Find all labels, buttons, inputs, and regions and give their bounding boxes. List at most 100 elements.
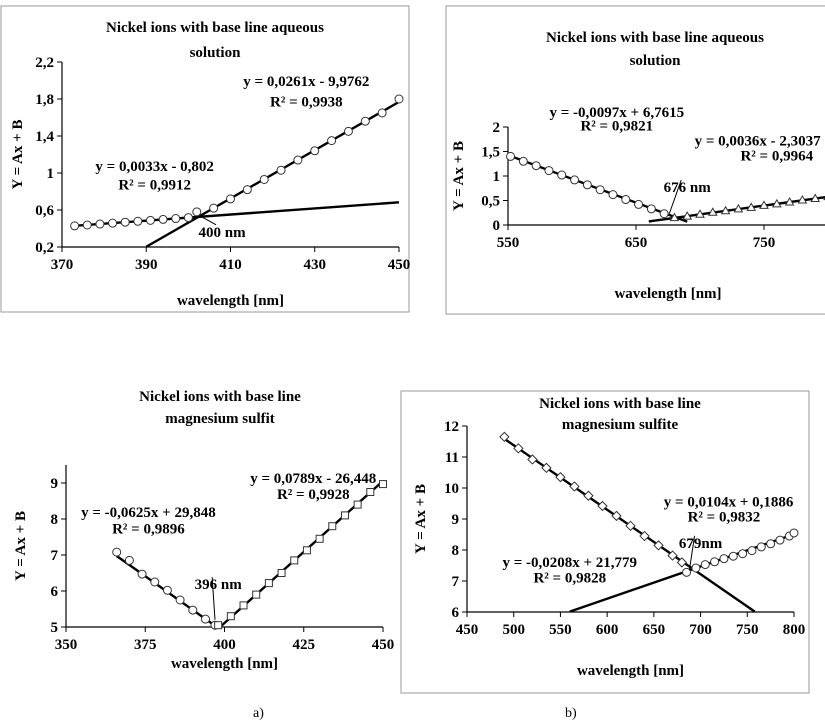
annotation-label: y = 0,0033x - 0,802 xyxy=(95,159,214,175)
x-tick-label: 370 xyxy=(51,257,74,273)
annotation-arrow xyxy=(668,180,682,214)
data-point xyxy=(310,146,320,156)
data-point xyxy=(733,203,744,213)
data-point xyxy=(327,136,337,146)
data-point xyxy=(583,490,594,501)
y-tick-label: 10 xyxy=(444,481,459,497)
data-point xyxy=(277,569,286,577)
data-point xyxy=(719,554,729,564)
data-point xyxy=(775,535,785,545)
data-point xyxy=(158,214,168,224)
x-tick-label: 500 xyxy=(502,622,525,638)
data-point xyxy=(789,528,799,538)
data-point xyxy=(259,174,269,184)
x-tick-label: 450 xyxy=(388,257,411,273)
data-point xyxy=(124,555,134,565)
data-point xyxy=(720,205,731,215)
data-point xyxy=(290,556,299,565)
data-point xyxy=(506,151,516,161)
chart-title: Nickel ions with base line xyxy=(539,396,701,412)
data-point xyxy=(150,577,160,587)
data-point xyxy=(328,522,337,531)
y-tick-label: 0,2 xyxy=(35,240,54,256)
annotation-label: R² = 0,9928 xyxy=(277,487,350,503)
chart-magnesium-396nm: Nickel ions with base line magnesium sulf… xyxy=(5,378,394,683)
y-tick-label: 1 xyxy=(47,166,55,182)
x-axis-label: wavelength [nm] xyxy=(171,656,278,672)
data-point xyxy=(747,546,757,556)
y-tick-label: 5 xyxy=(51,620,59,636)
fit-line xyxy=(569,533,795,612)
y-tick-label: 1,5 xyxy=(481,145,500,161)
data-point xyxy=(531,161,541,171)
data-point xyxy=(797,195,808,204)
annotation-label: R² = 0,9938 xyxy=(270,94,343,110)
caption-b: b) xyxy=(565,706,577,721)
x-tick-label: 550 xyxy=(549,622,572,638)
data-point xyxy=(200,614,210,624)
x-tick-label: 410 xyxy=(219,257,242,273)
data-point xyxy=(738,549,748,559)
y-tick-label: 9 xyxy=(51,476,59,492)
chart-title: magnesium sulfite xyxy=(562,417,679,433)
chart-title: Nickel ions with base line aqueous xyxy=(106,20,324,36)
x-tick-label: 400 xyxy=(213,637,236,653)
y-axis-label: Y = Ax + B xyxy=(10,120,26,190)
x-tick-label: 700 xyxy=(689,622,712,638)
data-point xyxy=(293,155,303,165)
x-tick-label: 390 xyxy=(135,257,158,273)
data-point xyxy=(242,185,252,195)
annotation-label: y = 0,0036x - 2,3037 xyxy=(695,134,822,150)
data-point xyxy=(377,108,387,118)
chart-title: Nickel ions with base line aqueous xyxy=(546,30,764,46)
data-point xyxy=(746,202,757,211)
x-tick-label: 375 xyxy=(134,637,157,653)
data-point xyxy=(226,194,235,204)
y-tick-label: 2 xyxy=(493,120,501,136)
y-tick-label: 11 xyxy=(445,450,459,466)
annotation-arrow xyxy=(200,216,217,226)
data-point xyxy=(183,213,193,223)
data-point xyxy=(353,500,362,509)
x-tick-label: 750 xyxy=(753,235,776,251)
chart-aqueous-400nm: Nickel ions with base line aqueous soluti… xyxy=(0,5,410,315)
chart-aqueous-676nm: Nickel ions with base line aqueous soluti… xyxy=(445,5,825,320)
data-point xyxy=(597,500,608,512)
x-tick-label: 600 xyxy=(596,622,619,638)
data-point xyxy=(120,217,130,227)
x-tick-label: 650 xyxy=(625,235,648,251)
data-point xyxy=(541,462,552,474)
y-tick-label: 8 xyxy=(452,543,460,559)
data-point xyxy=(527,454,538,465)
data-point xyxy=(759,200,769,209)
x-tick-label: 800 xyxy=(783,622,806,638)
annotation-label: R² = 0,9912 xyxy=(118,178,191,194)
data-point xyxy=(171,214,181,224)
chart-frame xyxy=(445,5,825,315)
chart-magnesium-679nm-svg: Nickel ions with base line magnesium sulf… xyxy=(400,390,810,694)
data-point xyxy=(611,510,622,522)
data-point xyxy=(192,207,202,217)
x-tick-label: 350 xyxy=(55,637,78,653)
data-point xyxy=(95,219,105,229)
data-point xyxy=(209,203,219,213)
y-tick-label: 6 xyxy=(452,605,460,621)
x-tick-label: 450 xyxy=(372,637,395,653)
y-tick-label: 1,8 xyxy=(35,92,54,108)
data-point xyxy=(669,212,680,222)
x-tick-label: 450 xyxy=(456,622,479,638)
annotation-label: R² = 0,9964 xyxy=(740,148,813,164)
data-point xyxy=(137,569,147,579)
data-point xyxy=(82,220,92,230)
x-tick-label: 430 xyxy=(304,257,327,273)
data-point xyxy=(366,488,375,496)
annotation-label: y = 0,0104x + 0,1886 xyxy=(664,495,794,511)
annotation-label: R² = 0,9828 xyxy=(533,571,606,587)
data-point xyxy=(634,199,644,209)
caption-a: a) xyxy=(253,706,264,721)
data-point xyxy=(108,218,118,228)
y-tick-label: 0,6 xyxy=(35,203,54,219)
annotation-label: R² = 0,9896 xyxy=(112,521,185,537)
x-tick-label: 425 xyxy=(293,637,316,653)
chart-magnesium-679nm: Nickel ions with base line magnesium sulf… xyxy=(400,390,810,700)
